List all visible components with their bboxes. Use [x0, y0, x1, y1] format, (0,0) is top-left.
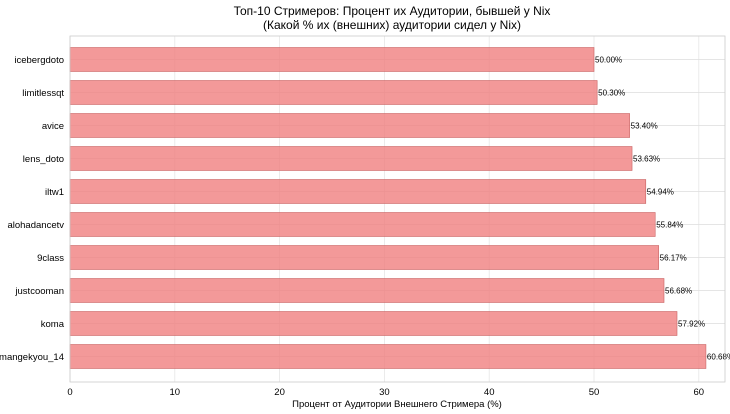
value-label: 56.68%: [665, 287, 692, 296]
x-axis-ticks: 0 10 20 30 40 50 60: [67, 387, 704, 398]
category-label: mangekyou_14: [0, 352, 64, 363]
bar-icebergdoto: [69, 47, 595, 72]
category-label: avice: [42, 121, 64, 132]
value-label: 53.63%: [633, 155, 660, 164]
value-labels: 50.00% 50.30% 53.40% 53.63% 54.94% 55.84% 56.1…: [595, 56, 730, 362]
x-tick-label: 50: [589, 387, 600, 398]
x-tick-label: 60: [694, 387, 705, 398]
bar-mangekyou_14: [69, 344, 707, 369]
x-tick-label: 20: [274, 387, 285, 398]
bar-9class: [69, 245, 659, 270]
plot-frame: [69, 35, 726, 383]
value-label: 57.92%: [678, 320, 705, 329]
category-label: alohadancetv: [7, 220, 64, 231]
category-label: iltw1: [45, 187, 64, 198]
value-label: 60.68%: [707, 353, 730, 362]
bar-justcooman: [69, 278, 665, 303]
bar-koma: [69, 311, 678, 336]
category-label: lens_doto: [23, 154, 64, 165]
bar-iltw1: [69, 179, 647, 204]
chart-subtitle: (Какой % их (внешних) аудитории сидел у …: [263, 18, 521, 32]
category-label: icebergdoto: [14, 55, 64, 66]
bar-avice: [69, 113, 630, 138]
bar-alohadancetv: [69, 212, 656, 237]
value-label: 56.17%: [660, 254, 687, 263]
category-label: 9class: [37, 253, 64, 264]
category-labels: icebergdoto limitlessqt avice lens_dotoiltw…: [0, 55, 65, 363]
bar-lens_doto: [69, 146, 633, 171]
x-axis-label: Процент от Аудитории Внешнего Стримера (…: [292, 399, 502, 410]
value-label: 50.30%: [598, 89, 625, 98]
category-label: justcooman: [14, 286, 64, 297]
chart-title: Топ-10 Стримеров: Процент их Аудитории, …: [234, 4, 551, 18]
value-label: 54.94%: [647, 188, 674, 197]
x-tick-label: 10: [170, 387, 181, 398]
category-label: limitlessqt: [22, 88, 64, 99]
category-label: koma: [41, 319, 65, 330]
value-label: 53.40%: [631, 122, 658, 131]
value-label: 50.00%: [595, 56, 622, 65]
bar-limitlessqt: [69, 80, 598, 105]
value-label: 55.84%: [656, 221, 683, 230]
x-tick-label: 0: [67, 387, 72, 398]
bars: [69, 47, 707, 369]
x-tick-label: 30: [379, 387, 390, 398]
x-tick-label: 40: [484, 387, 495, 398]
